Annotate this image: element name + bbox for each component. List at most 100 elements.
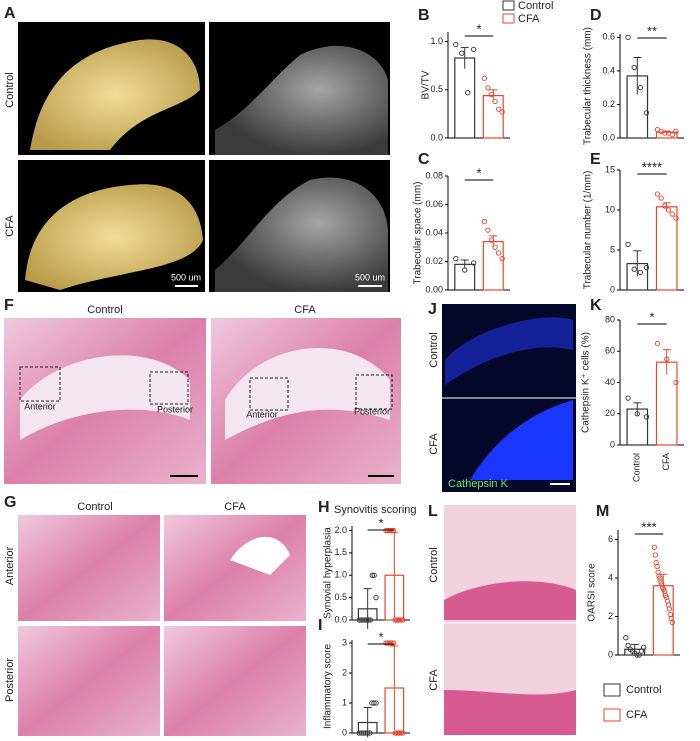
data-point — [371, 572, 377, 578]
y-tick-label: 0.0 — [602, 132, 615, 142]
panel-label: I — [318, 617, 322, 634]
x-tick-label: Control — [632, 453, 642, 482]
significance: * — [476, 21, 481, 36]
data-point — [364, 617, 370, 623]
y-tick-label: 60 — [605, 346, 615, 356]
panel-label: L — [428, 503, 438, 520]
data-point — [400, 617, 406, 623]
data-point — [637, 85, 644, 91]
data-point — [673, 379, 679, 386]
y-tick-label: 1 — [342, 697, 347, 707]
data-point — [625, 34, 631, 41]
y-tick-label: 1.0 — [334, 570, 347, 580]
y-tick-label: 0.6 — [602, 32, 615, 42]
panel-label: F — [4, 297, 14, 314]
legend: Control CFA — [502, 0, 553, 25]
y-axis-label: Inflammatory score — [323, 644, 334, 729]
y-tick-label: 0.08 — [425, 170, 443, 180]
data-point — [662, 203, 668, 209]
panel-label: D — [590, 7, 602, 24]
y-tick-label: 2 — [608, 611, 613, 621]
data-point — [398, 617, 404, 623]
data-point — [492, 244, 498, 250]
cartilage — [225, 347, 390, 440]
y-tick-label: 80 — [605, 314, 615, 324]
legend: Control CFA — [603, 683, 661, 722]
row-label: Control — [4, 72, 16, 107]
stain-label: Cathepsin K — [448, 478, 509, 490]
y-tick-label: 0.5 — [334, 592, 347, 602]
data-point — [499, 109, 505, 115]
data-point — [371, 700, 377, 706]
data-point — [369, 572, 375, 578]
y-axis-label: OARSI score — [587, 563, 598, 622]
y-tick-label: 2 — [342, 667, 347, 677]
data-point — [664, 356, 670, 362]
ct-slice — [215, 177, 388, 292]
data-point — [495, 106, 502, 112]
data-point — [631, 266, 637, 272]
panel-label: G — [4, 494, 16, 511]
data-point — [638, 648, 645, 654]
data-point — [459, 50, 465, 56]
y-tick-label: 0.00 — [425, 284, 443, 294]
bone — [444, 690, 576, 735]
ct-slice — [215, 45, 388, 155]
panel-label: M — [596, 503, 609, 520]
data-point — [652, 552, 658, 558]
y-axis-label: BV/TV — [421, 70, 432, 99]
data-point — [631, 64, 637, 71]
data-point — [625, 241, 631, 248]
data-point — [643, 264, 650, 271]
space — [230, 536, 290, 575]
histology-image — [164, 626, 306, 736]
data-point — [654, 340, 661, 347]
data-point — [485, 227, 491, 233]
data-point — [499, 255, 505, 262]
cartilage — [20, 355, 190, 440]
column-label: Control — [77, 501, 112, 513]
data-point — [643, 110, 650, 116]
data-point — [481, 218, 487, 225]
data-point — [492, 98, 498, 105]
significance: * — [378, 629, 383, 644]
scale-text: 500 um — [355, 272, 385, 282]
data-point — [669, 619, 675, 625]
row-label: Control — [428, 547, 440, 582]
data-point — [665, 207, 672, 213]
y-axis-label: Trabecular space (mm) — [413, 182, 424, 285]
data-point — [625, 642, 631, 649]
y-axis-label: Trabecular number (1/mm) — [583, 171, 594, 290]
data-point — [453, 255, 459, 262]
dapi — [445, 317, 573, 385]
chart-title: Synovitis scoring — [334, 504, 417, 516]
scale-text: 500 um — [171, 272, 201, 282]
data-point — [387, 640, 394, 646]
significance: **** — [642, 159, 662, 174]
panel-label: H — [318, 499, 330, 516]
data-point — [367, 730, 373, 736]
row-label: CFA — [428, 433, 440, 455]
data-point — [373, 594, 379, 601]
legend-swatch — [502, 0, 515, 11]
column-label: CFA — [224, 501, 246, 513]
dapi — [470, 400, 573, 480]
region-label: Posterior — [354, 406, 390, 416]
ct-render — [25, 184, 203, 290]
bar — [454, 57, 476, 139]
data-point — [389, 640, 395, 646]
data-point — [654, 191, 661, 197]
panel-label: E — [590, 151, 601, 168]
y-tick-label: 10 — [605, 204, 615, 214]
column-label: Control — [87, 304, 122, 316]
data-point — [634, 652, 640, 658]
data-point — [453, 41, 459, 48]
data-point — [641, 644, 647, 650]
y-tick-label: 6 — [608, 534, 613, 544]
panel-label: K — [590, 297, 602, 314]
legend-swatch — [603, 683, 621, 697]
legend-label: Control — [626, 684, 661, 696]
data-point — [471, 46, 477, 52]
